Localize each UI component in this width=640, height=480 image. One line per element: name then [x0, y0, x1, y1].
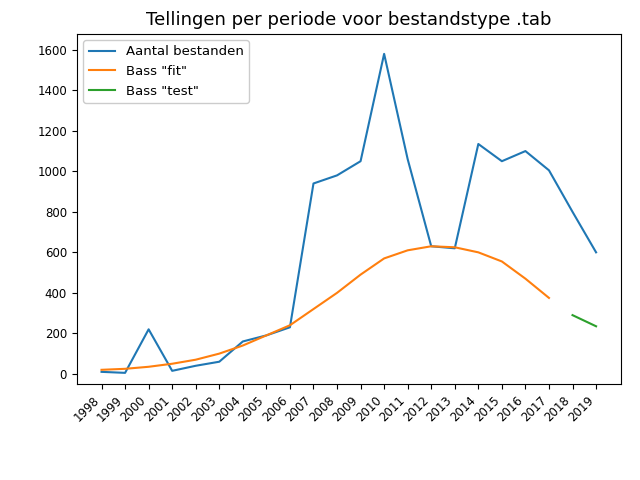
Bass "fit"	[121, 366, 129, 372]
Aantal bestanden	[286, 324, 294, 330]
Aantal bestanden	[474, 141, 482, 147]
Bass "fit"	[239, 343, 246, 348]
Aantal bestanden	[498, 158, 506, 164]
Aantal bestanden	[522, 148, 529, 154]
Aantal bestanden	[239, 338, 246, 344]
Line: Aantal bestanden: Aantal bestanden	[102, 54, 596, 373]
Aantal bestanden	[428, 243, 435, 249]
Bass "fit"	[451, 244, 459, 250]
Bass "fit"	[98, 367, 106, 372]
Bass "fit"	[474, 250, 482, 255]
Aantal bestanden	[380, 51, 388, 57]
Bass "fit"	[262, 333, 270, 338]
Bass "fit"	[145, 364, 152, 370]
Bass "fit"	[498, 259, 506, 264]
Bass "fit"	[428, 243, 435, 249]
Aantal bestanden	[404, 156, 412, 162]
Bass "fit"	[168, 361, 176, 367]
Legend: Aantal bestanden, Bass "fit", Bass "test": Aantal bestanden, Bass "fit", Bass "test…	[83, 40, 249, 103]
Bass "fit"	[380, 255, 388, 261]
Bass "fit"	[286, 323, 294, 328]
Aantal bestanden	[592, 250, 600, 255]
Bass "fit"	[192, 357, 200, 362]
Aantal bestanden	[356, 158, 364, 164]
Aantal bestanden	[145, 326, 152, 332]
Aantal bestanden	[192, 363, 200, 369]
Bass "fit"	[356, 272, 364, 277]
Aantal bestanden	[451, 245, 459, 251]
Bass "fit"	[333, 290, 341, 296]
Bass "test"	[569, 312, 577, 318]
Title: Tellingen per periode voor bestandstype .tab: Tellingen per periode voor bestandstype …	[146, 11, 552, 29]
Bass "fit"	[404, 248, 412, 253]
Aantal bestanden	[168, 368, 176, 374]
Aantal bestanden	[545, 168, 553, 173]
Aantal bestanden	[310, 180, 317, 186]
Bass "test"	[592, 324, 600, 329]
Aantal bestanden	[216, 359, 223, 365]
Aantal bestanden	[569, 209, 577, 215]
Aantal bestanden	[262, 333, 270, 338]
Aantal bestanden	[98, 369, 106, 375]
Bass "fit"	[216, 351, 223, 357]
Bass "fit"	[522, 276, 529, 282]
Aantal bestanden	[121, 370, 129, 376]
Line: Bass "fit": Bass "fit"	[102, 246, 549, 370]
Aantal bestanden	[333, 172, 341, 178]
Bass "fit"	[545, 295, 553, 301]
Bass "fit"	[310, 306, 317, 312]
Line: Bass "test": Bass "test"	[573, 315, 596, 326]
